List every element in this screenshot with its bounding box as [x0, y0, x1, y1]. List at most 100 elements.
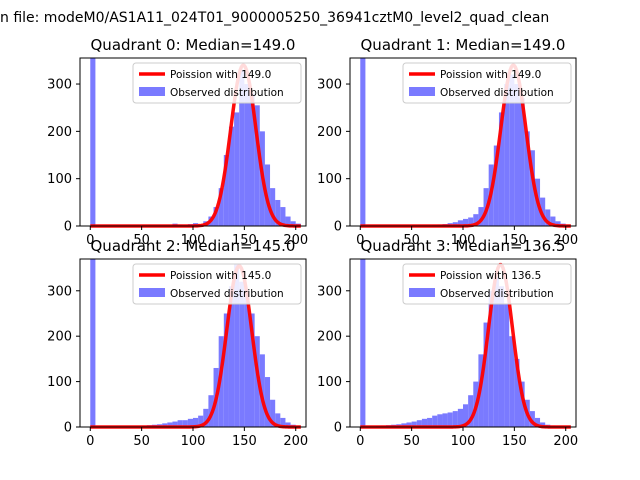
- hist-bar: [550, 216, 556, 226]
- y-tick-label: 100: [47, 172, 72, 187]
- hist-bar: [360, 259, 366, 427]
- y-tick-label: 300: [317, 284, 342, 299]
- legend-frame: [402, 62, 572, 104]
- y-tick-label: 100: [317, 172, 342, 187]
- hist-bar: [457, 408, 463, 427]
- hist-bar: [193, 417, 199, 427]
- y-tick-label: 0: [334, 220, 342, 235]
- hist-bar: [411, 421, 417, 427]
- hist-bar: [360, 58, 366, 226]
- legend-hist-swatch: [139, 87, 165, 96]
- legend-frame: [132, 62, 302, 104]
- hist-bar: [162, 423, 168, 427]
- x-tick-label: 150: [502, 434, 527, 449]
- hist-bar: [203, 408, 209, 427]
- hist-bar: [463, 218, 469, 226]
- y-tick-label: 100: [317, 375, 342, 390]
- hist-bar: [514, 358, 520, 427]
- legend-hist-swatch: [409, 288, 435, 297]
- hist-bar: [534, 417, 541, 427]
- hist-bar: [488, 290, 494, 427]
- hist-bar: [285, 216, 291, 226]
- hist-bar: [244, 290, 250, 427]
- x-tick-label: 100: [451, 434, 476, 449]
- hist-bar: [504, 84, 510, 226]
- x-tick-label: 200: [553, 434, 578, 449]
- x-tick-label: 100: [451, 233, 476, 248]
- legend: Poission with 149.0 Observed distribution: [132, 62, 302, 104]
- hist-bar: [228, 286, 235, 427]
- subplot-title: Quadrant 0: Median=149.0: [91, 36, 296, 54]
- hist-bar: [540, 422, 546, 427]
- hist-bar: [167, 422, 173, 427]
- y-tick-label: 0: [334, 421, 342, 436]
- hist-bar: [198, 415, 204, 427]
- hist-bar: [239, 69, 245, 226]
- legend-frame: [132, 263, 302, 305]
- hist-bar: [275, 199, 281, 226]
- hist-bar: [504, 304, 510, 427]
- hist-bar: [187, 418, 193, 427]
- hist-bar: [421, 418, 428, 427]
- hist-bar: [493, 145, 499, 226]
- x-tick-label: 100: [181, 233, 206, 248]
- hist-bar: [223, 313, 229, 427]
- y-tick-label: 0: [64, 421, 72, 436]
- subplot-quadrant-0: 0 50 100 150 200 0 100 200 300 Quadrant 0: Median…: [47, 36, 308, 248]
- hist-bar: [545, 209, 551, 226]
- x-tick-label: 0: [86, 233, 94, 248]
- hist-bar: [177, 420, 183, 427]
- x-tick-label: 50: [133, 233, 150, 248]
- y-tick-label: 200: [47, 330, 72, 345]
- subplot-quadrant-2: 0 50 100 150 200 0 100 200 300 Quadrant 2: Median…: [47, 237, 308, 449]
- hist-bar: [524, 131, 530, 226]
- hist-bar: [442, 413, 448, 427]
- hist-bar: [270, 399, 276, 427]
- legend-hist-label: Observed distribution: [440, 87, 554, 99]
- y-tick-label: 100: [47, 375, 72, 390]
- legend-fit-label: Poission with 145.0: [170, 270, 271, 282]
- y-tick-label: 300: [317, 78, 342, 93]
- legend-fit-label: Poission with 149.0: [440, 69, 541, 81]
- legend-frame: [402, 263, 572, 305]
- hist-bar: [254, 105, 260, 226]
- hist-bar: [468, 395, 474, 427]
- hist-bar: [437, 414, 443, 427]
- hist-bar: [280, 207, 286, 226]
- hist-bar: [519, 98, 525, 226]
- y-tick-label: 200: [47, 125, 72, 140]
- hist-bar: [223, 155, 229, 226]
- x-tick-label: 150: [232, 233, 257, 248]
- hist-bar: [270, 188, 276, 226]
- legend: Poission with 149.0 Observed distribution: [402, 62, 572, 104]
- legend-hist-label: Observed distribution: [440, 288, 554, 300]
- x-tick-label: 150: [232, 434, 257, 449]
- hist-bar: [509, 336, 515, 427]
- subplot-title: Quadrant 1: Median=149.0: [361, 36, 566, 54]
- subplot-title: Quadrant 3: Median=136.5: [361, 237, 566, 255]
- hist-bar: [280, 417, 286, 427]
- hist-bar: [478, 207, 484, 226]
- hist-bar: [249, 93, 255, 227]
- subplot-title: Quadrant 2: Median=145.0: [91, 237, 296, 255]
- hist-bar: [90, 259, 96, 427]
- y-tick-label: 200: [317, 125, 342, 140]
- hist-bar: [529, 150, 535, 226]
- hist-bar: [498, 112, 505, 226]
- subplot-quadrant-3: 0 50 100 150 200 0 100 200 300 Quadrant 3: Median…: [317, 237, 578, 449]
- x-tick-label: 100: [181, 434, 206, 449]
- hist-bar: [244, 84, 250, 226]
- hist-bar: [182, 420, 188, 427]
- x-tick-label: 150: [502, 233, 527, 248]
- hist-bar: [452, 222, 458, 226]
- hist-bar: [463, 404, 469, 427]
- x-tick-label: 200: [553, 233, 578, 248]
- x-tick-label: 200: [283, 434, 308, 449]
- hist-bar: [213, 207, 219, 226]
- hist-bar: [234, 112, 240, 226]
- y-tick-label: 0: [64, 220, 72, 235]
- subplot-quadrant-1: 0 50 100 150 200 0 100 200 300 Quadrant 1: Median…: [317, 36, 578, 248]
- y-tick-label: 300: [47, 284, 72, 299]
- hist-bar: [432, 415, 438, 427]
- hist-bar: [555, 221, 561, 226]
